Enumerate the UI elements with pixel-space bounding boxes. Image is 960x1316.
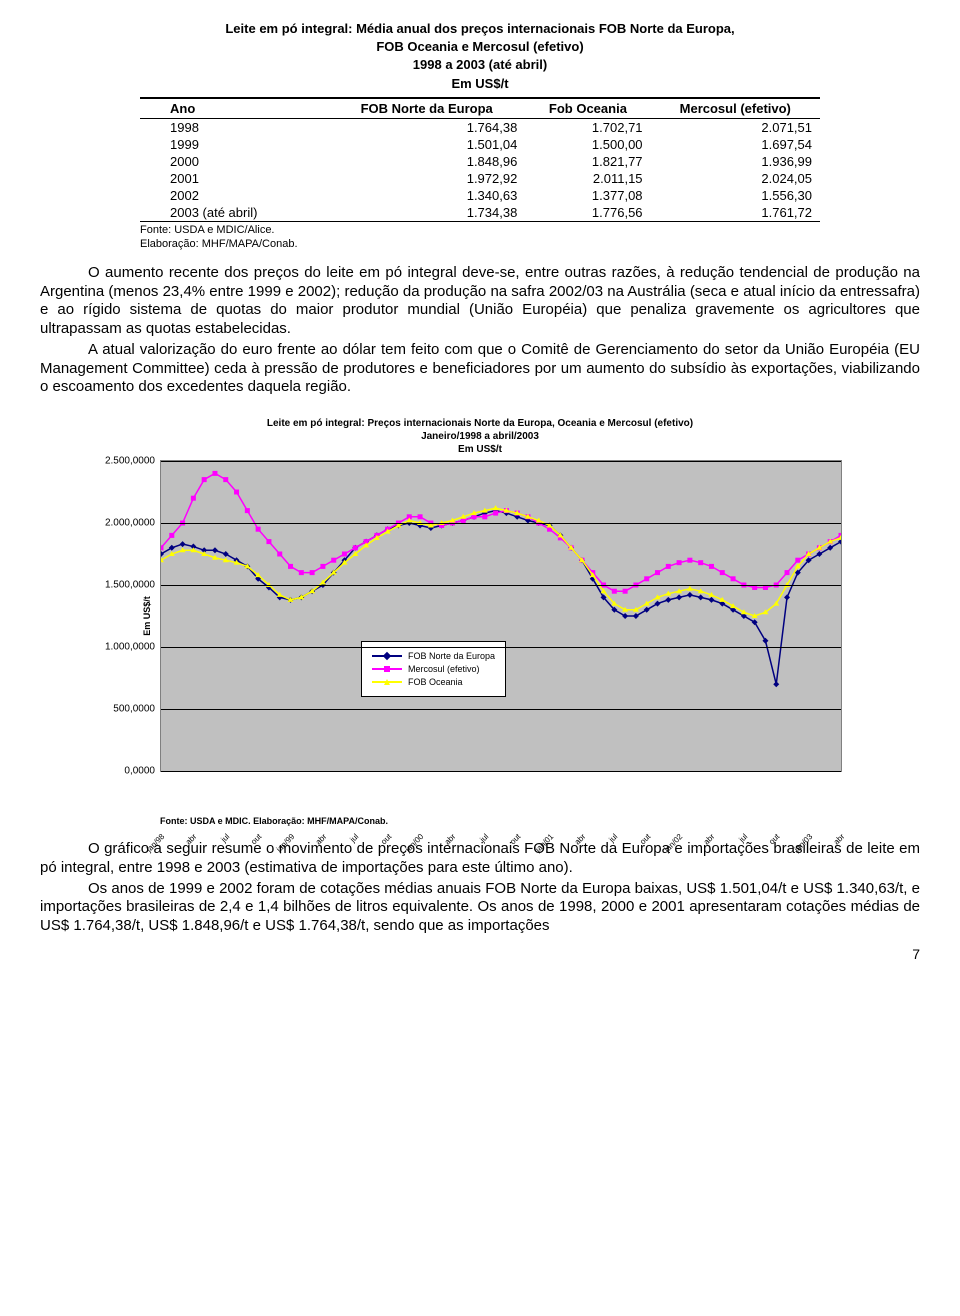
x-tick-label: jan/99 [274,832,296,854]
table-cell: 2001 [140,170,328,187]
table-row: 20001.848,961.821,771.936,99 [140,153,820,170]
table-cell: 1.761,72 [651,204,820,222]
table-cell: 2.011,15 [525,170,650,187]
x-tick-label: abr [573,832,588,847]
gridline [161,585,841,586]
col-europa: FOB Norte da Europa [328,98,525,119]
x-tick-label: jul [219,832,231,844]
table-row: 20011.972,922.011,152.024,05 [140,170,820,187]
legend-label: Mercosul (efetivo) [408,664,480,674]
chart-title: Leite em pó integral: Preços internacion… [120,417,840,456]
table-cell: 1.764,38 [328,118,525,136]
x-tick-label: out [249,832,263,846]
table-cell: 1.340,63 [328,187,525,204]
col-ano: Ano [140,98,328,119]
legend-item: FOB Norte da Europa [372,651,495,661]
y-axis-label: Em US$/t [142,596,152,636]
x-tick-label: jan/00 [404,832,426,854]
table-row: 19981.764,381.702,712.071,51 [140,118,820,136]
y-tick-label: 1.500,0000 [105,580,155,591]
price-table: Ano FOB Norte da Europa Fob Oceania Merc… [140,97,820,222]
y-tick-label: 1.000,0000 [105,642,155,653]
table-cell: 1.821,77 [525,153,650,170]
legend-label: FOB Norte da Europa [408,651,495,661]
gridline [161,709,841,710]
table-row: 20021.340,631.377,081.556,30 [140,187,820,204]
table-row: 2003 (até abril)1.734,381.776,561.761,72 [140,204,820,222]
chart: Leite em pó integral: Preços internacion… [120,417,840,826]
x-tick-label: jul [608,832,620,844]
table-cell: 1.500,00 [525,136,650,153]
table-cell: 1.734,38 [328,204,525,222]
y-tick-label: 0,0000 [124,766,155,777]
table-cell: 2000 [140,153,328,170]
table-cell: 1.702,71 [525,118,650,136]
legend-item: Mercosul (efetivo) [372,664,495,674]
y-tick-label: 2.000,0000 [105,518,155,529]
table-cell: 2.024,05 [651,170,820,187]
table-cell: 1.848,96 [328,153,525,170]
legend-item: FOB Oceania [372,677,495,687]
table-cell: 2003 (até abril) [140,204,328,222]
plot-area [161,461,841,771]
x-tick-label: out [508,832,522,846]
gridline [161,647,841,648]
table-footnote2: Elaboração: MHF/MAPA/Conab. [140,238,920,250]
table-cell: 1.972,92 [328,170,525,187]
table-cell: 1.501,04 [328,136,525,153]
x-tick-label: jan/02 [663,832,685,854]
x-tick-label: abr [184,832,199,847]
table-title: Leite em pó integral: Média anual dos pr… [40,20,920,93]
x-tick-label: jul [478,832,490,844]
para4: Os anos de 1999 e 2002 foram de cotações… [40,880,920,936]
x-tick-label: abr [702,832,717,847]
para2: A atual valorização do euro frente ao dó… [40,341,920,397]
table-cell: 2002 [140,187,328,204]
x-tick-label: out [767,832,781,846]
x-tick-label: jan/01 [533,832,555,854]
table-cell: 1.377,08 [525,187,650,204]
para1: O aumento recente dos preços do leite em… [40,264,920,339]
x-tick-label: out [638,832,652,846]
x-tick-label: out [379,832,393,846]
y-tick-label: 2.500,0000 [105,456,155,467]
table-cell: 1.697,54 [651,136,820,153]
y-tick-label: 500,0000 [113,704,155,715]
legend-label: FOB Oceania [408,677,463,687]
x-tick-label: abr [443,832,458,847]
table-footnote1: Fonte: USDA e MDIC/Alice. [140,224,920,236]
table-cell: 1.776,56 [525,204,650,222]
legend: FOB Norte da Europa Mercosul (efetivo) FOB… [361,641,506,697]
table-cell: 1.936,99 [651,153,820,170]
x-tick-label: jan/03 [792,832,814,854]
x-tick-label: jul [737,832,749,844]
page-number: 7 [40,946,920,962]
x-tick-label: jul [349,832,361,844]
gridline [161,771,841,772]
chart-source: Fonte: USDA e MDIC. Elaboração: MHF/MAPA… [160,816,840,826]
table-row: 19991.501,041.500,001.697,54 [140,136,820,153]
table-cell: 1999 [140,136,328,153]
col-oceania: Fob Oceania [525,98,650,119]
col-mercosul: Mercosul (efetivo) [651,98,820,119]
gridline [161,461,841,462]
table-cell: 1998 [140,118,328,136]
table-cell: 2.071,51 [651,118,820,136]
table-cell: 1.556,30 [651,187,820,204]
gridline [161,523,841,524]
x-tick-label: abr [314,832,329,847]
